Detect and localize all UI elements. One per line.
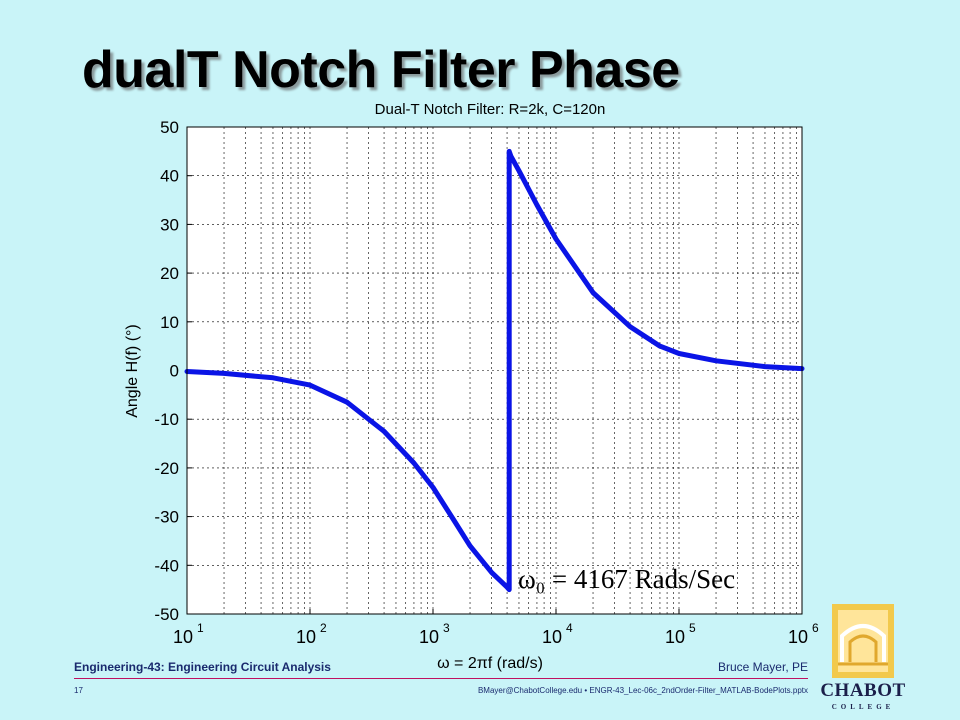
x-tick-label: 10 bbox=[173, 627, 193, 647]
footer-author: Bruce Mayer, PE bbox=[717, 660, 808, 674]
page-number: 17 bbox=[74, 686, 83, 695]
phase-data-point bbox=[763, 365, 767, 369]
phase-data-point bbox=[345, 400, 349, 404]
logo-text: CHABOT bbox=[820, 680, 906, 701]
y-axis-label: Angle H(f) (°) bbox=[124, 324, 141, 418]
x-axis-label: ω = 2πf (rad/s) bbox=[437, 655, 543, 672]
x-tick-exponent: 1 bbox=[197, 621, 204, 635]
phase-data-point bbox=[505, 585, 509, 589]
phase-data-point bbox=[431, 485, 435, 489]
phase-data-point bbox=[490, 571, 494, 575]
phase-data-point bbox=[412, 461, 416, 465]
phase-data-point bbox=[509, 154, 513, 158]
phase-data-point bbox=[628, 325, 632, 329]
grid-layer bbox=[187, 127, 802, 614]
plot-frame bbox=[186, 126, 803, 615]
phase-data-point bbox=[507, 149, 511, 153]
phase-data-point bbox=[535, 203, 539, 207]
phase-data-point bbox=[714, 359, 718, 363]
phase-data-point bbox=[468, 544, 472, 548]
footer-divider bbox=[74, 678, 808, 679]
x-tick-exponent: 5 bbox=[689, 621, 696, 635]
chabot-logo-icon bbox=[832, 604, 894, 678]
y-tick-label: -20 bbox=[154, 459, 179, 478]
y-tick-label: 30 bbox=[160, 215, 179, 234]
x-tick-label: 10 bbox=[542, 627, 562, 647]
y-tick-label: -50 bbox=[154, 605, 179, 624]
y-tick-label: 50 bbox=[160, 118, 179, 137]
x-tick-label: 10 bbox=[296, 627, 316, 647]
footer-course: Engineering-43: Engineering Circuit Anal… bbox=[74, 660, 331, 674]
phase-data-point bbox=[453, 520, 457, 523]
x-tick-exponent: 4 bbox=[566, 621, 573, 635]
phase-data-point bbox=[271, 376, 275, 380]
phase-data-point bbox=[591, 291, 595, 295]
slide-title: dualT Notch Filter Phase bbox=[82, 41, 680, 99]
y-tick-label: -40 bbox=[154, 556, 179, 575]
phase-data-point bbox=[222, 371, 226, 375]
x-tick-label: 10 bbox=[419, 627, 439, 647]
axis-layer: 10 1 10 2 10 3 10 4 10 5 10 6 -50 -40 -30 -20 -10 0 10 20 30… bbox=[154, 118, 819, 647]
x-tick-exponent: 6 bbox=[812, 621, 819, 635]
chart-title: Dual-T Notch Filter: R=2k, C=120n bbox=[375, 101, 606, 118]
footer-file: BMayer@ChabotCollege.edu • ENGR-43_Lec-0… bbox=[477, 686, 808, 695]
x-tick-exponent: 3 bbox=[443, 621, 450, 635]
phase-data-point bbox=[382, 429, 386, 433]
y-tick-label: -30 bbox=[154, 508, 179, 527]
logo-subtext: COLLEGE bbox=[831, 703, 895, 711]
phase-data-point bbox=[507, 588, 511, 592]
y-tick-label: 0 bbox=[170, 362, 179, 381]
phase-data-point bbox=[308, 383, 312, 387]
phase-data-point bbox=[554, 237, 558, 241]
x-tick-label: 10 bbox=[788, 627, 808, 647]
phase-data-point bbox=[677, 352, 681, 355]
omega-annotation: ω₀ = 4167 Rads/Sec bbox=[518, 564, 735, 594]
x-tick-label: 10 bbox=[665, 627, 685, 647]
phase-data-point bbox=[658, 344, 662, 348]
phase-data-point bbox=[517, 169, 521, 173]
y-tick-label: 10 bbox=[160, 313, 179, 332]
plot-area bbox=[187, 127, 802, 614]
y-tick-label: 40 bbox=[160, 167, 179, 186]
y-tick-label: -10 bbox=[154, 410, 179, 429]
y-tick-label: 20 bbox=[160, 264, 179, 283]
x-tick-exponent: 2 bbox=[320, 621, 327, 635]
